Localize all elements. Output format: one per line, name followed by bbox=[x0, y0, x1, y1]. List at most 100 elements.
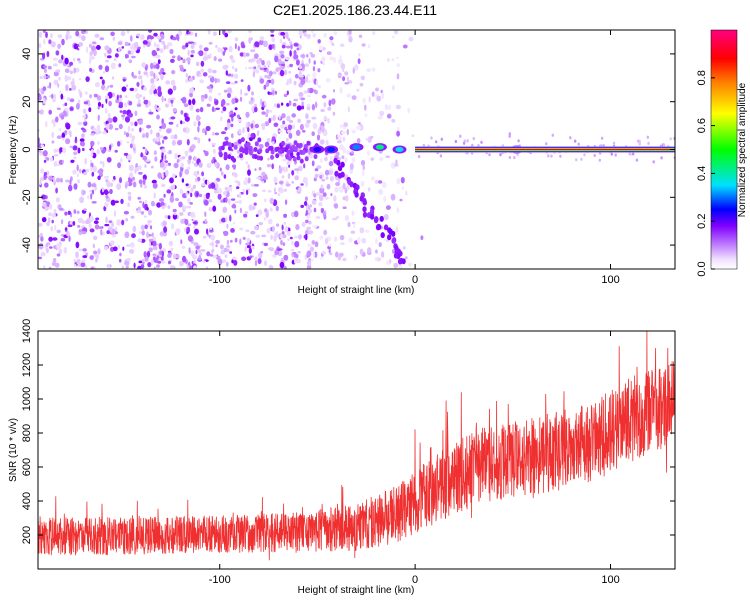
noise-speckle bbox=[250, 49, 256, 53]
noise-speckle bbox=[220, 110, 224, 114]
noise-speckle bbox=[119, 94, 122, 99]
chirp-blob bbox=[375, 224, 381, 231]
noise-speckle bbox=[38, 110, 41, 114]
band-blob bbox=[239, 153, 244, 159]
noise-speckle bbox=[82, 108, 87, 115]
noise-speckle bbox=[229, 113, 235, 118]
noise-speckle bbox=[93, 220, 99, 225]
noise-speckle bbox=[362, 169, 365, 177]
noise-speckle bbox=[338, 186, 343, 192]
noise-speckle bbox=[110, 199, 116, 206]
noise-speckle bbox=[180, 120, 183, 125]
noise-speckle bbox=[358, 53, 361, 57]
noise-speckle bbox=[118, 123, 123, 130]
noise-speckle bbox=[325, 78, 331, 83]
noise-speckle bbox=[162, 220, 167, 227]
noise-speckle bbox=[179, 171, 182, 178]
noise-speckle bbox=[283, 221, 287, 225]
noise-speckle bbox=[190, 250, 195, 257]
noise-speckle bbox=[332, 217, 338, 221]
colorbar-tick-label: 0.4 bbox=[696, 166, 708, 181]
noise-speckle bbox=[335, 151, 340, 156]
noise-speckle bbox=[199, 79, 205, 84]
noise-speckle bbox=[195, 61, 200, 67]
noise-speckle bbox=[106, 230, 110, 235]
noise-speckle bbox=[175, 228, 181, 236]
noise-speckle bbox=[53, 57, 58, 61]
noise-speckle bbox=[162, 231, 168, 237]
noise-speckle bbox=[370, 136, 374, 139]
noise-speckle bbox=[73, 156, 77, 160]
x-tick-label: -100 bbox=[209, 574, 231, 586]
noise-speckle bbox=[356, 138, 361, 144]
noise-speckle bbox=[45, 31, 48, 38]
noise-speckle bbox=[264, 260, 267, 267]
noise-speckle bbox=[206, 162, 212, 169]
noise-speckle bbox=[354, 64, 359, 71]
noise-speckle bbox=[396, 56, 399, 60]
noise-speckle bbox=[77, 48, 80, 51]
noise-speckle bbox=[289, 120, 294, 123]
noise-speckle bbox=[70, 80, 75, 87]
noise-speckle bbox=[508, 134, 511, 138]
noise-speckle bbox=[194, 228, 199, 235]
noise-speckle bbox=[329, 176, 334, 182]
noise-speckle bbox=[258, 39, 264, 46]
noise-speckle bbox=[185, 42, 189, 48]
noise-speckle bbox=[146, 250, 151, 258]
noise-speckle bbox=[53, 148, 57, 153]
noise-speckle bbox=[187, 49, 190, 56]
noise-speckle bbox=[69, 88, 72, 91]
noise-speckle bbox=[310, 53, 316, 58]
noise-speckle bbox=[309, 204, 313, 208]
noise-speckle bbox=[109, 84, 114, 88]
noise-speckle bbox=[253, 202, 257, 206]
noise-speckle bbox=[78, 229, 83, 233]
chirp-blob bbox=[349, 181, 354, 188]
noise-speckle bbox=[39, 76, 43, 79]
noise-speckle bbox=[247, 164, 250, 170]
noise-speckle bbox=[40, 168, 44, 174]
noise-speckle bbox=[247, 121, 251, 128]
noise-speckle bbox=[150, 78, 155, 84]
noise-speckle bbox=[224, 136, 229, 141]
noise-speckle bbox=[138, 231, 143, 234]
noise-speckle bbox=[322, 192, 327, 197]
noise-speckle bbox=[226, 223, 229, 229]
noise-speckle bbox=[124, 41, 129, 47]
chirp-blob bbox=[369, 208, 375, 215]
noise-speckle bbox=[213, 56, 217, 62]
noise-speckle bbox=[167, 162, 172, 166]
noise-speckle bbox=[143, 71, 148, 76]
noise-speckle bbox=[614, 153, 617, 157]
noise-speckle bbox=[321, 251, 326, 255]
noise-speckle bbox=[243, 213, 248, 218]
noise-speckle bbox=[74, 136, 78, 142]
noise-speckle bbox=[239, 52, 244, 57]
noise-speckle bbox=[339, 234, 345, 241]
noise-speckle bbox=[305, 219, 309, 224]
noise-speckle bbox=[307, 243, 312, 248]
noise-speckle bbox=[273, 235, 277, 242]
noise-speckle bbox=[302, 129, 306, 133]
noise-speckle bbox=[239, 96, 243, 102]
noise-speckle bbox=[265, 113, 269, 118]
noise-speckle bbox=[165, 80, 171, 85]
noise-speckle bbox=[321, 178, 326, 182]
noise-speckle bbox=[88, 58, 92, 64]
noise-speckle bbox=[304, 76, 309, 83]
noise-speckle bbox=[127, 50, 131, 55]
noise-speckle bbox=[499, 153, 502, 157]
chirp-blob bbox=[397, 258, 403, 265]
noise-speckle bbox=[318, 202, 323, 207]
noise-speckle bbox=[289, 40, 292, 46]
noise-speckle bbox=[221, 99, 226, 106]
noise-speckle bbox=[311, 116, 317, 120]
noise-speckle bbox=[42, 97, 46, 104]
noise-speckle bbox=[311, 131, 315, 136]
noise-speckle bbox=[136, 82, 140, 87]
noise-speckle bbox=[129, 172, 134, 179]
noise-speckle bbox=[347, 106, 350, 113]
noise-speckle bbox=[284, 31, 289, 38]
noise-speckle bbox=[280, 31, 286, 36]
